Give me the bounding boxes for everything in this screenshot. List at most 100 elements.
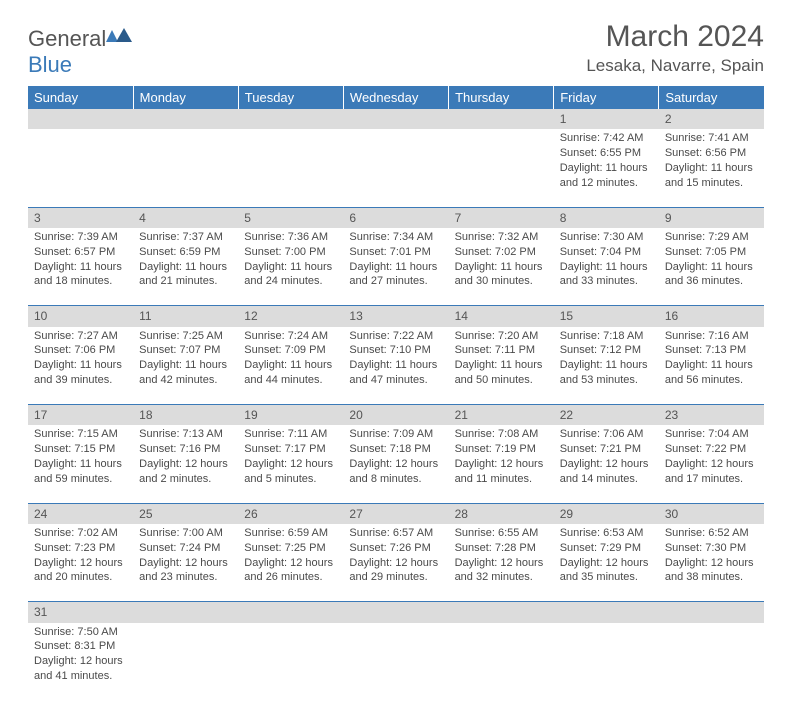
day-cell: Sunrise: 7:06 AMSunset: 7:21 PMDaylight:…	[554, 425, 659, 503]
day-number-cell: 4	[133, 207, 238, 228]
sunrise-line: Sunrise: 7:25 AM	[139, 329, 232, 344]
day-cell: Sunrise: 7:02 AMSunset: 7:23 PMDaylight:…	[28, 524, 133, 602]
day-cell: Sunrise: 7:09 AMSunset: 7:18 PMDaylight:…	[343, 425, 448, 503]
day-number-cell	[133, 109, 238, 129]
daylight-line: Daylight: 11 hours and 27 minutes.	[349, 260, 442, 290]
day-number-cell: 21	[449, 405, 554, 426]
day-cell: Sunrise: 7:42 AMSunset: 6:55 PMDaylight:…	[554, 129, 659, 207]
day-number-cell: 17	[28, 405, 133, 426]
day-number-cell: 3	[28, 207, 133, 228]
day-number-cell: 18	[133, 405, 238, 426]
day-cell: Sunrise: 6:55 AMSunset: 7:28 PMDaylight:…	[449, 524, 554, 602]
day-cell: Sunrise: 7:00 AMSunset: 7:24 PMDaylight:…	[133, 524, 238, 602]
sunset-line: Sunset: 7:24 PM	[139, 541, 232, 556]
day-number-cell: 13	[343, 306, 448, 327]
day-number-cell: 11	[133, 306, 238, 327]
daylight-line: Daylight: 11 hours and 21 minutes.	[139, 260, 232, 290]
sunrise-line: Sunrise: 7:13 AM	[139, 427, 232, 442]
flag-icon	[106, 28, 132, 46]
day-number-cell: 19	[238, 405, 343, 426]
sunset-line: Sunset: 7:11 PM	[455, 343, 548, 358]
weekday-header: Tuesday	[238, 86, 343, 109]
day-number-cell: 31	[28, 602, 133, 623]
daylight-line: Daylight: 12 hours and 35 minutes.	[560, 556, 653, 586]
sunrise-line: Sunrise: 7:04 AM	[665, 427, 758, 442]
daylight-line: Daylight: 12 hours and 11 minutes.	[455, 457, 548, 487]
day-number-cell	[28, 109, 133, 129]
day-cell: Sunrise: 6:57 AMSunset: 7:26 PMDaylight:…	[343, 524, 448, 602]
sunset-line: Sunset: 6:59 PM	[139, 245, 232, 260]
daylight-line: Daylight: 11 hours and 42 minutes.	[139, 358, 232, 388]
daylight-line: Daylight: 11 hours and 59 minutes.	[34, 457, 127, 487]
daylight-line: Daylight: 12 hours and 38 minutes.	[665, 556, 758, 586]
day-cell: Sunrise: 7:11 AMSunset: 7:17 PMDaylight:…	[238, 425, 343, 503]
logo-prefix: General	[28, 26, 106, 51]
day-cell	[28, 129, 133, 207]
sunset-line: Sunset: 7:10 PM	[349, 343, 442, 358]
logo-suffix: Blue	[28, 52, 72, 77]
day-number-cell	[343, 602, 448, 623]
sunset-line: Sunset: 7:12 PM	[560, 343, 653, 358]
day-cell: Sunrise: 7:36 AMSunset: 7:00 PMDaylight:…	[238, 228, 343, 306]
sunset-line: Sunset: 7:00 PM	[244, 245, 337, 260]
daylight-line: Daylight: 11 hours and 44 minutes.	[244, 358, 337, 388]
day-number-cell: 8	[554, 207, 659, 228]
daylight-line: Daylight: 12 hours and 26 minutes.	[244, 556, 337, 586]
day-cell: Sunrise: 7:04 AMSunset: 7:22 PMDaylight:…	[659, 425, 764, 503]
sunset-line: Sunset: 7:16 PM	[139, 442, 232, 457]
sunset-line: Sunset: 7:21 PM	[560, 442, 653, 457]
day-cell	[133, 129, 238, 207]
daylight-line: Daylight: 12 hours and 17 minutes.	[665, 457, 758, 487]
sunset-line: Sunset: 7:07 PM	[139, 343, 232, 358]
day-cell: Sunrise: 7:30 AMSunset: 7:04 PMDaylight:…	[554, 228, 659, 306]
sunset-line: Sunset: 7:19 PM	[455, 442, 548, 457]
day-number-cell: 9	[659, 207, 764, 228]
day-cell	[659, 623, 764, 701]
sunrise-line: Sunrise: 7:37 AM	[139, 230, 232, 245]
sunrise-line: Sunrise: 7:20 AM	[455, 329, 548, 344]
sunrise-line: Sunrise: 6:52 AM	[665, 526, 758, 541]
sunrise-line: Sunrise: 7:15 AM	[34, 427, 127, 442]
day-cell: Sunrise: 7:13 AMSunset: 7:16 PMDaylight:…	[133, 425, 238, 503]
page-title: March 2024	[586, 20, 764, 54]
sunrise-line: Sunrise: 7:39 AM	[34, 230, 127, 245]
day-cell	[343, 129, 448, 207]
daylight-line: Daylight: 11 hours and 53 minutes.	[560, 358, 653, 388]
day-number-cell: 23	[659, 405, 764, 426]
day-number-cell	[238, 109, 343, 129]
sunrise-line: Sunrise: 6:55 AM	[455, 526, 548, 541]
day-cell: Sunrise: 7:15 AMSunset: 7:15 PMDaylight:…	[28, 425, 133, 503]
sunset-line: Sunset: 7:04 PM	[560, 245, 653, 260]
day-cell	[554, 623, 659, 701]
sunrise-line: Sunrise: 6:59 AM	[244, 526, 337, 541]
day-cell: Sunrise: 7:27 AMSunset: 7:06 PMDaylight:…	[28, 327, 133, 405]
sunrise-line: Sunrise: 7:30 AM	[560, 230, 653, 245]
location: Lesaka, Navarre, Spain	[586, 56, 764, 76]
day-number-cell	[133, 602, 238, 623]
sunrise-line: Sunrise: 7:24 AM	[244, 329, 337, 344]
day-cell: Sunrise: 7:34 AMSunset: 7:01 PMDaylight:…	[343, 228, 448, 306]
logo: GeneralBlue	[28, 20, 132, 78]
day-cell	[343, 623, 448, 701]
daylight-line: Daylight: 12 hours and 23 minutes.	[139, 556, 232, 586]
sunset-line: Sunset: 7:15 PM	[34, 442, 127, 457]
daylight-line: Daylight: 11 hours and 47 minutes.	[349, 358, 442, 388]
day-number-cell: 25	[133, 503, 238, 524]
day-number-cell	[554, 602, 659, 623]
weekday-header: Monday	[133, 86, 238, 109]
sunrise-line: Sunrise: 7:36 AM	[244, 230, 337, 245]
sunrise-line: Sunrise: 7:42 AM	[560, 131, 653, 146]
weekday-header: Friday	[554, 86, 659, 109]
sunset-line: Sunset: 7:30 PM	[665, 541, 758, 556]
day-number-cell: 16	[659, 306, 764, 327]
sunrise-line: Sunrise: 6:57 AM	[349, 526, 442, 541]
weekday-header: Sunday	[28, 86, 133, 109]
sunrise-line: Sunrise: 7:29 AM	[665, 230, 758, 245]
day-cell: Sunrise: 7:37 AMSunset: 6:59 PMDaylight:…	[133, 228, 238, 306]
header-right: March 2024 Lesaka, Navarre, Spain	[586, 20, 764, 76]
day-cell	[238, 623, 343, 701]
day-number-cell: 1	[554, 109, 659, 129]
daylight-line: Daylight: 11 hours and 39 minutes.	[34, 358, 127, 388]
day-cell	[133, 623, 238, 701]
sunset-line: Sunset: 6:56 PM	[665, 146, 758, 161]
